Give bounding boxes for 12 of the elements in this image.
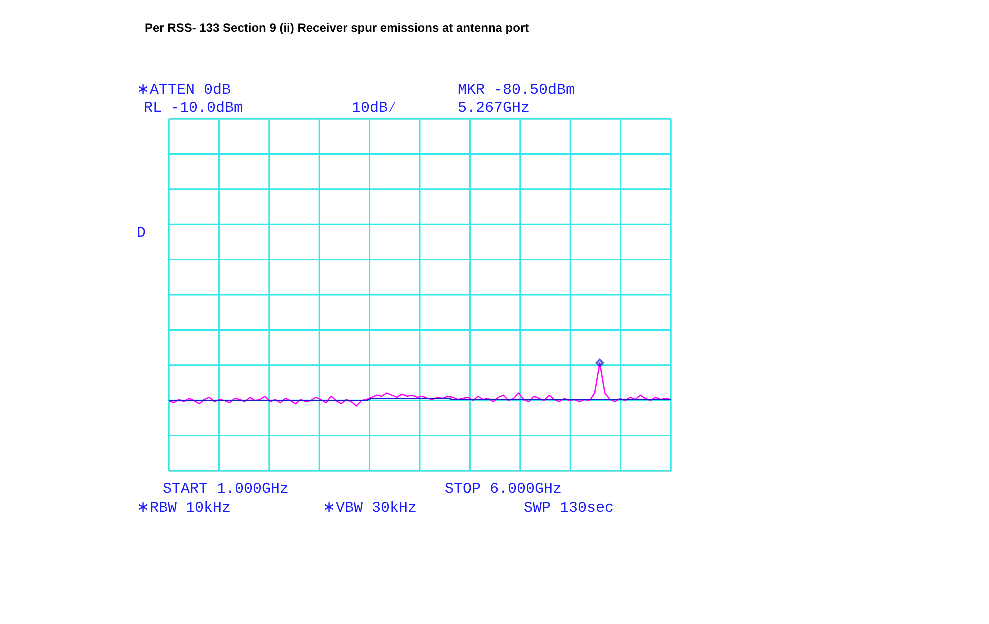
text: ∗ATTEN 0dB (137, 82, 232, 99)
text: START 1.000GHz (163, 481, 290, 498)
text: SWP 130sec (524, 500, 614, 517)
text: RL -10.0dBm (144, 100, 244, 117)
text: 10dB∕ (352, 100, 398, 117)
text: D (137, 225, 146, 242)
text: ∗VBW 30kHz (323, 500, 418, 517)
text: ∗RBW 10kHz (137, 500, 232, 517)
text: 5.267GHz (458, 100, 530, 117)
text: STOP 6.000GHz (445, 481, 562, 498)
chart-title: Per RSS- 133 Section 9 (ii) Receiver spur emissions at antenna port (145, 21, 530, 35)
text: MKR -80.50dBm (458, 82, 576, 99)
